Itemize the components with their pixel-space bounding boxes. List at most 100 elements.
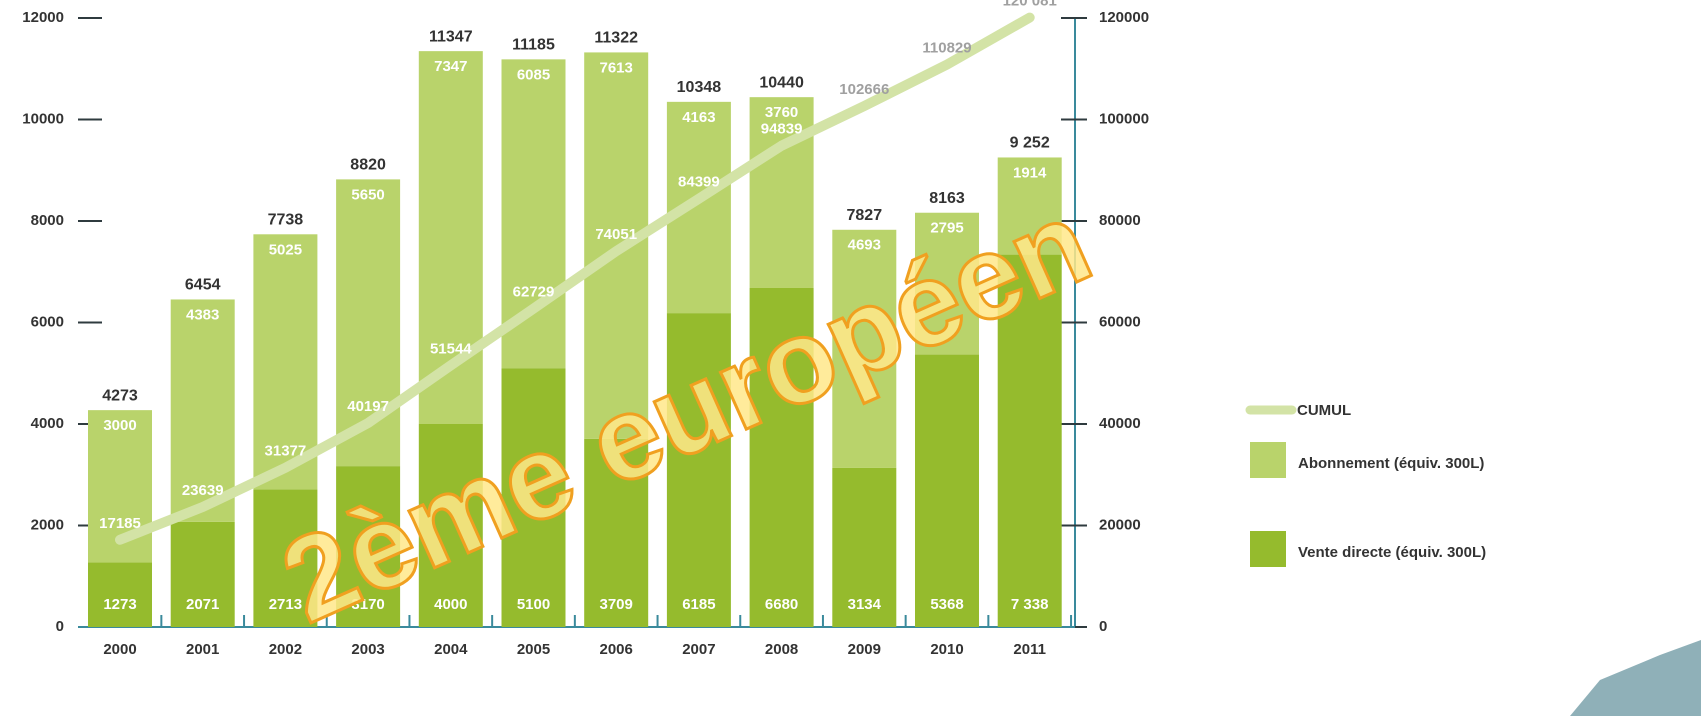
bar-segment [418, 424, 483, 627]
x-tick-label: 2008 [765, 641, 798, 658]
bar-value-label: 4163 [682, 109, 715, 126]
bar-value-label: 2071 [186, 596, 219, 613]
y2-tick-label: 100000 [1099, 110, 1149, 127]
bar-value-label: 3709 [600, 596, 633, 613]
total-label: 7738 [268, 212, 304, 229]
y-tick-label: 10000 [22, 110, 64, 127]
cumul-value-label: 51544 [430, 340, 472, 357]
cumul-line [115, 12, 1035, 545]
x-tick-label: 2000 [103, 641, 136, 658]
y-tick-label: 12000 [22, 9, 64, 26]
legend-label: Vente directe (équiv. 300L) [1298, 544, 1486, 561]
x-tick-label: 2006 [600, 641, 633, 658]
total-label: 8163 [929, 190, 965, 207]
bar-value-label: 6185 [682, 596, 715, 613]
cumul-value-label: 23639 [182, 482, 224, 499]
bar-segment [997, 254, 1062, 627]
total-label: 10348 [677, 79, 722, 96]
bar-value-label: 3760 [765, 104, 798, 121]
total-label: 7827 [847, 207, 883, 224]
bar-segment [253, 489, 318, 627]
x-tick-label: 2003 [351, 641, 384, 658]
total-label: 9 252 [1010, 135, 1050, 152]
y2-tick-label: 60000 [1099, 313, 1141, 330]
bar-segment [336, 466, 401, 627]
bar-value-label: 7347 [434, 58, 467, 75]
bar-segment [997, 157, 1062, 255]
bar-value-label: 7 338 [1011, 596, 1049, 613]
bar-value-label: 5650 [351, 186, 384, 203]
bar-value-label: 4693 [848, 237, 881, 254]
y2-tick-label: 20000 [1099, 516, 1141, 533]
bar-segment [88, 562, 152, 627]
cumul-value-label: 31377 [265, 443, 307, 460]
y-tick-label: 4000 [31, 415, 64, 432]
bar-segment [253, 234, 318, 490]
bar-value-label: 2795 [930, 220, 963, 237]
bar-value-label: 6085 [517, 66, 550, 83]
x-tick-label: 2005 [517, 641, 550, 658]
bar-value-label: 1914 [1013, 164, 1047, 181]
cumul-value-label: 74051 [595, 226, 637, 243]
x-tick-label: 2004 [434, 641, 468, 658]
y2-tick-label: 0 [1099, 618, 1107, 635]
total-label: 6454 [185, 277, 221, 294]
bar-segment [915, 212, 979, 355]
total-label: 11322 [594, 30, 638, 47]
bar-value-label: 3170 [351, 596, 384, 613]
total-label: 4273 [102, 387, 138, 404]
corner-decoration [1570, 640, 1701, 716]
x-tick-label: 2009 [848, 641, 881, 658]
total-label: 11347 [429, 28, 473, 45]
cumul-value-label: 94839 [761, 121, 803, 138]
bar-segment [832, 467, 897, 627]
bar-value-label: 7613 [600, 59, 633, 76]
total-label: 10440 [759, 74, 804, 91]
y2-tick-label: 80000 [1099, 212, 1141, 229]
bar-value-label: 3000 [103, 417, 136, 434]
cumul-value-label: 17185 [99, 515, 141, 532]
bar-value-label: 1273 [103, 596, 136, 613]
y-tick-label: 0 [56, 618, 64, 635]
bar-value-label: 3134 [848, 596, 882, 613]
y2-tick-label: 120000 [1099, 9, 1149, 26]
bar-value-label: 2713 [269, 596, 302, 613]
x-tick-label: 2001 [186, 641, 219, 658]
bar-value-label: 4383 [186, 306, 219, 323]
bar-segment [915, 354, 979, 627]
bar-segment [666, 313, 731, 627]
bar-segment [170, 521, 235, 627]
y-tick-label: 6000 [31, 313, 64, 330]
legend-label: CUMUL [1297, 402, 1351, 419]
bar-value-label: 4000 [434, 596, 467, 613]
y2-tick-label: 40000 [1099, 415, 1141, 432]
bar-segment [501, 59, 566, 369]
bar-value-label: 5100 [517, 596, 550, 613]
legend-swatch [1250, 531, 1286, 567]
x-tick-label: 2011 [1013, 641, 1046, 658]
bar-segment [501, 368, 566, 627]
bar-segment [749, 287, 814, 627]
cumul-value-label: 120 081 [1003, 0, 1057, 10]
cumul-value-label: 102666 [839, 81, 889, 98]
legend-swatch [1250, 442, 1286, 478]
bar-segment [749, 97, 814, 288]
bar-value-label: 5025 [269, 241, 302, 258]
cumul-value-label: 62729 [513, 284, 555, 301]
total-label: 8820 [350, 157, 386, 174]
x-tick-label: 2010 [930, 641, 963, 658]
y-tick-label: 2000 [31, 516, 64, 533]
total-label: 11185 [512, 37, 555, 54]
cumul-value-label: 110829 [922, 40, 971, 57]
bar-value-label: 5368 [930, 596, 963, 613]
bar-value-label: 6680 [765, 596, 798, 613]
bar-segment [832, 229, 897, 468]
y-tick-label: 8000 [31, 212, 64, 229]
bar-segment [584, 438, 649, 627]
x-tick-label: 2007 [682, 641, 715, 658]
cumul-value-label: 84399 [678, 174, 720, 191]
bar-segment [170, 299, 235, 522]
legend-label: Abonnement (équiv. 300L) [1298, 455, 1484, 472]
